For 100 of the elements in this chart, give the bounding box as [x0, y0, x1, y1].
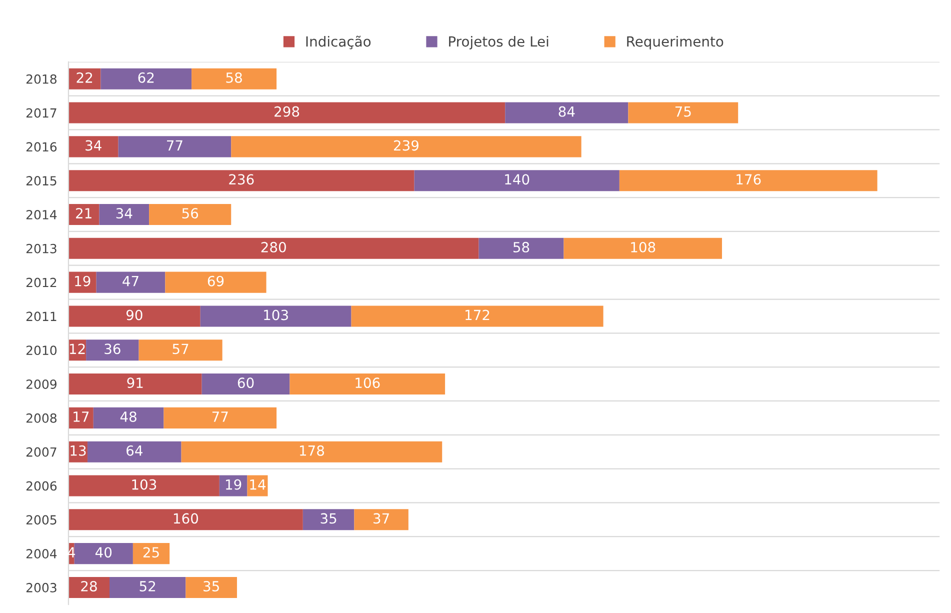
data-label: 280 — [261, 242, 286, 252]
data-label: 77 — [212, 412, 228, 422]
data-label: 22 — [76, 72, 92, 83]
y-tick-label: 2011 — [26, 312, 56, 322]
bar — [88, 441, 182, 462]
data-label: 90 — [126, 310, 142, 320]
data-label: 13 — [70, 445, 86, 456]
y-tick-label: 2003 — [26, 582, 56, 592]
y-tick-label: 2006 — [26, 481, 57, 491]
data-label: 176 — [736, 174, 761, 185]
data-label: 12 — [70, 344, 85, 354]
y-tick-label: 2005 — [26, 515, 56, 525]
bar — [186, 576, 237, 598]
data-label: 57 — [172, 344, 188, 354]
data-label: 19 — [75, 276, 90, 286]
bar — [100, 68, 192, 90]
data-label: 140 — [505, 174, 530, 185]
data-label: 35 — [320, 513, 336, 524]
data-label: 48 — [120, 411, 136, 422]
bar — [164, 407, 277, 428]
data-label: 58 — [226, 72, 242, 83]
data-label: 34 — [86, 140, 102, 151]
data-label: 103 — [264, 310, 288, 320]
data-label: 64 — [126, 445, 142, 456]
y-tick-label: 2017 — [26, 108, 56, 118]
legend-label: Requerimento — [627, 36, 724, 50]
bar — [93, 407, 164, 428]
y-tick-label: 2010 — [26, 346, 57, 356]
data-label: 103 — [132, 479, 156, 490]
data-label: 58 — [513, 242, 530, 252]
data-label: 21 — [76, 208, 92, 218]
data-label: 178 — [300, 445, 324, 456]
bar — [619, 170, 878, 192]
bar — [68, 306, 200, 327]
bar — [99, 204, 150, 226]
data-label: 40 — [95, 547, 112, 558]
data-label: 69 — [208, 276, 224, 286]
bar — [68, 509, 303, 530]
bar — [68, 204, 100, 226]
bar — [68, 102, 506, 124]
bar — [138, 340, 222, 361]
bar — [74, 543, 133, 564]
bar — [132, 543, 170, 564]
data-label: 77 — [167, 140, 182, 151]
data-label: 37 — [374, 513, 389, 524]
data-label: 36 — [104, 344, 120, 354]
bar — [351, 306, 604, 327]
data-label: 56 — [182, 208, 198, 219]
bar — [68, 170, 414, 192]
data-label: 239 — [394, 140, 418, 151]
bar — [68, 238, 479, 259]
bar — [68, 576, 110, 598]
bar — [564, 238, 722, 259]
bar — [247, 475, 268, 496]
bar — [68, 68, 101, 90]
bar — [68, 272, 96, 293]
y-tick-label: 2012 — [26, 278, 56, 288]
y-tick-label: 2014 — [26, 210, 57, 220]
data-label: 75 — [675, 106, 691, 117]
y-tick-label: 2009 — [26, 379, 56, 389]
data-label: 84 — [558, 106, 575, 117]
bar — [478, 238, 564, 259]
bar — [290, 374, 446, 395]
data-label: 17 — [74, 412, 89, 422]
bar — [149, 204, 232, 226]
bar — [628, 102, 738, 124]
bar — [96, 272, 166, 293]
data-label: 60 — [238, 378, 254, 388]
bar — [86, 340, 139, 361]
bar — [68, 374, 202, 395]
data-label: 52 — [140, 580, 156, 592]
bar — [202, 374, 290, 395]
data-label: 298 — [274, 106, 300, 117]
data-label: 160 — [174, 513, 198, 524]
data-label: 108 — [631, 242, 656, 252]
data-label: 236 — [229, 174, 254, 185]
data-label: 28 — [81, 580, 97, 592]
bar — [354, 509, 408, 530]
data-label: 34 — [116, 208, 132, 219]
bar — [110, 576, 186, 598]
legend-label: Projetos de Lei — [449, 36, 548, 50]
y-tick-label: 2016 — [26, 142, 57, 152]
bar — [181, 441, 442, 462]
y-tick-label: 2013 — [26, 244, 56, 254]
bar — [505, 102, 628, 124]
data-label: 47 — [122, 276, 138, 286]
data-label: 25 — [143, 547, 159, 558]
data-label: 106 — [356, 378, 380, 388]
bar — [192, 68, 277, 90]
bar — [231, 136, 582, 158]
y-tick-label: 2018 — [26, 74, 57, 84]
bar — [118, 136, 232, 158]
bar — [200, 306, 352, 327]
data-label: 35 — [204, 580, 219, 592]
bar — [165, 272, 266, 293]
y-tick-label: 2008 — [26, 413, 57, 423]
data-label: 62 — [138, 72, 154, 83]
y-tick-label: 2004 — [26, 549, 57, 558]
bar — [414, 170, 620, 192]
data-label: 14 — [250, 479, 266, 490]
